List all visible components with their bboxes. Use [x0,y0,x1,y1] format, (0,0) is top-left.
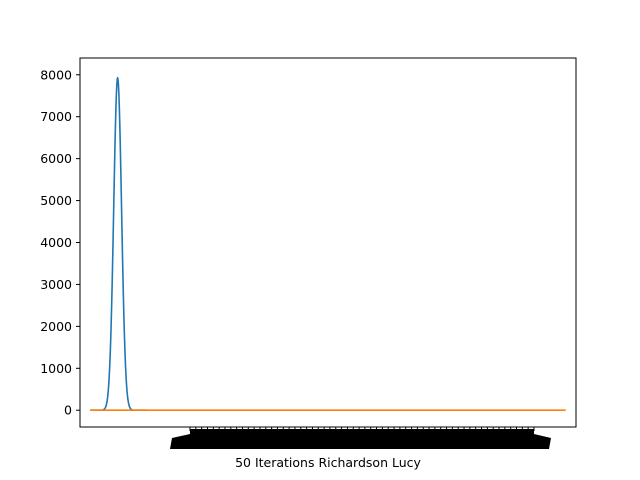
y-tick-label: 5000 [40,193,72,208]
x-axis-label: 50 Iterations Richardson Lucy [235,455,421,470]
y-tick-label: 0 [64,403,72,418]
y-axis-ticks: 0 1000 2000 3000 4000 5000 6000 7000 8000 [40,67,80,418]
y-tick-label: 3000 [40,277,72,292]
y-tick-label: 2000 [40,319,72,334]
y-tick-label: 8000 [40,67,72,82]
plot-frame [79,57,577,428]
y-tick-label: 4000 [40,235,72,250]
x-tick-label-band [170,429,551,449]
y-tick-label: 6000 [40,151,72,166]
y-tick-label: 1000 [40,361,72,376]
x-axis-ticks [170,427,551,449]
y-tick-label: 7000 [40,109,72,124]
series-layer [89,76,566,412]
